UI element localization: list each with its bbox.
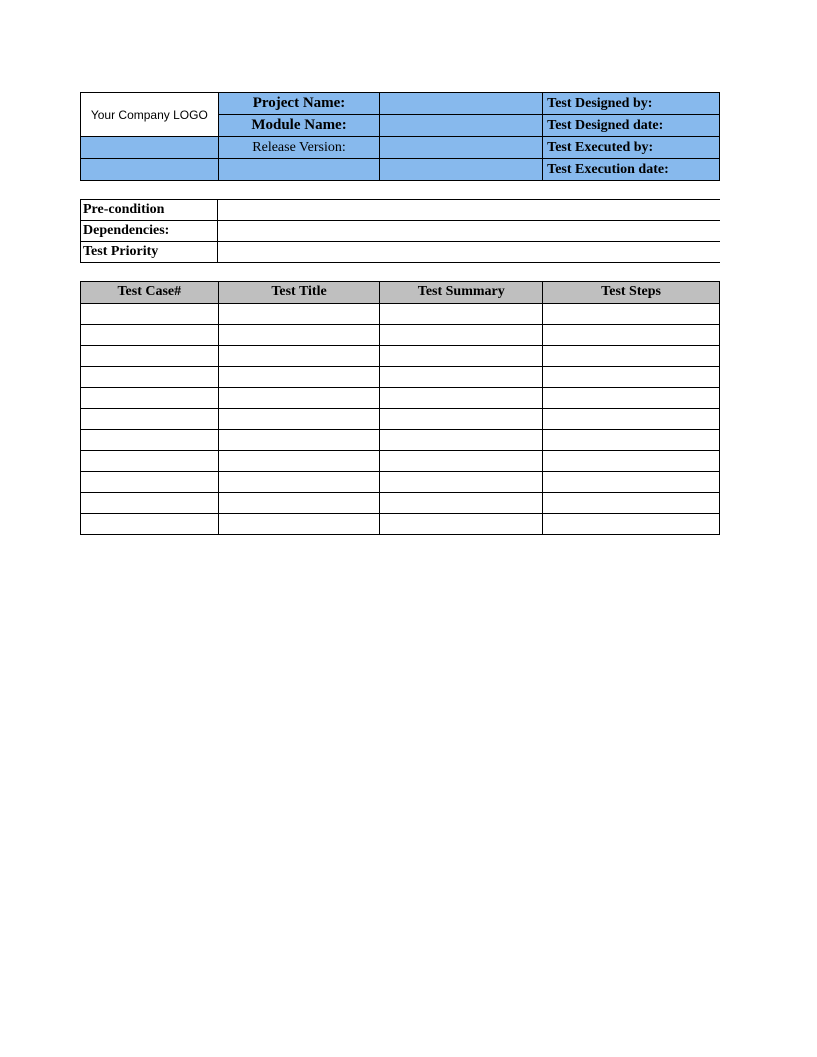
table-cell[interactable]	[380, 303, 543, 324]
table-cell[interactable]	[218, 408, 380, 429]
table-cell[interactable]	[380, 408, 543, 429]
table-cell[interactable]	[81, 345, 219, 366]
meta-table: Pre-condition Dependencies: Test Priorit…	[80, 200, 720, 263]
header-blank-2	[81, 159, 219, 181]
project-name-value[interactable]	[380, 93, 543, 115]
table-cell[interactable]	[543, 303, 720, 324]
project-name-label: Project Name:	[218, 93, 380, 115]
pre-condition-value[interactable]	[218, 200, 721, 221]
table-cell[interactable]	[380, 450, 543, 471]
table-row	[81, 324, 720, 345]
test-designed-date-label: Test Designed date:	[543, 115, 720, 137]
table-cell[interactable]	[543, 387, 720, 408]
table-cell[interactable]	[380, 387, 543, 408]
test-designed-by-label: Test Designed by:	[543, 93, 720, 115]
table-row	[81, 492, 720, 513]
dependencies-value[interactable]	[218, 220, 721, 241]
table-cell[interactable]	[543, 471, 720, 492]
test-executed-by-label: Test Executed by:	[543, 137, 720, 159]
company-logo-cell: Your Company LOGO	[81, 93, 219, 137]
spacer-1	[80, 181, 720, 200]
table-cell[interactable]	[543, 513, 720, 534]
table-cell[interactable]	[218, 387, 380, 408]
table-row	[81, 429, 720, 450]
table-cell[interactable]	[380, 366, 543, 387]
col-header-test-summary: Test Summary	[380, 281, 543, 303]
table-cell[interactable]	[81, 471, 219, 492]
header-blank-3	[218, 159, 380, 181]
table-row	[81, 387, 720, 408]
table-cell[interactable]	[81, 450, 219, 471]
col-header-test-steps: Test Steps	[543, 281, 720, 303]
module-name-label: Module Name:	[218, 115, 380, 137]
table-row	[81, 408, 720, 429]
table-row	[81, 471, 720, 492]
table-cell[interactable]	[543, 324, 720, 345]
table-cell[interactable]	[543, 429, 720, 450]
table-cell[interactable]	[81, 492, 219, 513]
table-row	[81, 450, 720, 471]
table-cell[interactable]	[218, 471, 380, 492]
table-cell[interactable]	[81, 303, 219, 324]
table-cell[interactable]	[543, 408, 720, 429]
module-name-value[interactable]	[380, 115, 543, 137]
table-cell[interactable]	[218, 429, 380, 450]
spacer-2	[80, 263, 720, 281]
test-priority-label: Test Priority	[81, 241, 218, 262]
table-cell[interactable]	[380, 492, 543, 513]
header-table: Your Company LOGO Project Name: Test Des…	[80, 92, 720, 181]
test-case-document: Your Company LOGO Project Name: Test Des…	[80, 92, 720, 535]
table-cell[interactable]	[543, 345, 720, 366]
table-cell[interactable]	[81, 408, 219, 429]
release-version-label: Release Version:	[218, 137, 380, 159]
table-cell[interactable]	[380, 429, 543, 450]
header-blank-4	[380, 159, 543, 181]
table-row	[81, 366, 720, 387]
table-cell[interactable]	[81, 324, 219, 345]
table-cell[interactable]	[218, 324, 380, 345]
table-cell[interactable]	[543, 450, 720, 471]
table-cell[interactable]	[380, 471, 543, 492]
test-cases-table: Test Case# Test Title Test Summary Test …	[80, 281, 720, 535]
table-row	[81, 303, 720, 324]
table-cell[interactable]	[218, 450, 380, 471]
table-cell[interactable]	[218, 345, 380, 366]
table-cell[interactable]	[218, 366, 380, 387]
table-cell[interactable]	[81, 429, 219, 450]
header-blank-1	[81, 137, 219, 159]
table-row	[81, 513, 720, 534]
table-cell[interactable]	[81, 513, 219, 534]
table-cell[interactable]	[380, 324, 543, 345]
table-cell[interactable]	[218, 492, 380, 513]
dependencies-label: Dependencies:	[81, 220, 218, 241]
col-header-test-case: Test Case#	[81, 281, 219, 303]
table-cell[interactable]	[81, 366, 219, 387]
test-execution-date-label: Test Execution date:	[543, 159, 720, 181]
table-cell[interactable]	[543, 492, 720, 513]
cases-header-row: Test Case# Test Title Test Summary Test …	[81, 281, 720, 303]
table-cell[interactable]	[218, 303, 380, 324]
col-header-test-title: Test Title	[218, 281, 380, 303]
table-cell[interactable]	[218, 513, 380, 534]
table-cell[interactable]	[380, 513, 543, 534]
table-cell[interactable]	[81, 387, 219, 408]
table-cell[interactable]	[543, 366, 720, 387]
test-priority-value[interactable]	[218, 241, 721, 262]
release-version-value[interactable]	[380, 137, 543, 159]
table-row	[81, 345, 720, 366]
table-cell[interactable]	[380, 345, 543, 366]
pre-condition-label: Pre-condition	[81, 200, 218, 221]
